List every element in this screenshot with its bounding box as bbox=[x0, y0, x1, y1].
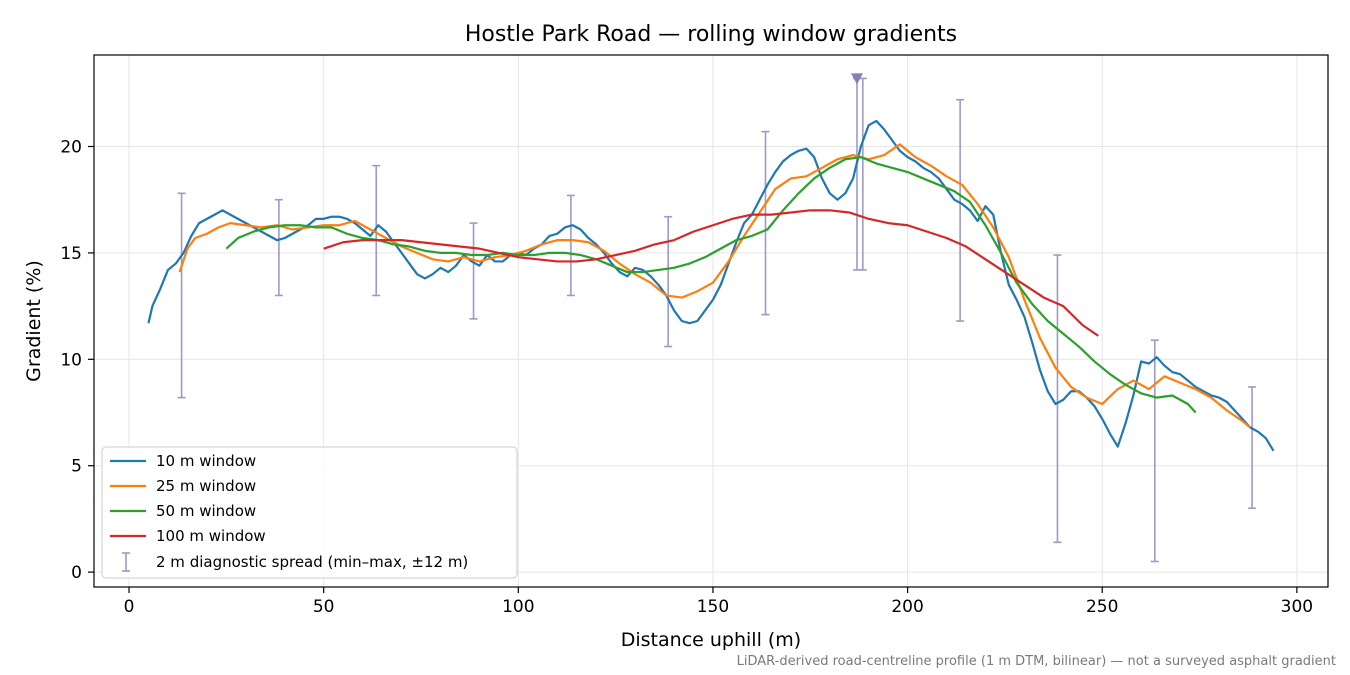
series-line bbox=[225, 156, 1197, 414]
legend-label-50m: 50 m window bbox=[156, 502, 256, 520]
series-line bbox=[323, 209, 1099, 337]
legend-label-spread: 2 m diagnostic spread (min–max, ±12 m) bbox=[156, 553, 468, 571]
legend-label-25m: 25 m window bbox=[156, 477, 256, 495]
spread-bar bbox=[274, 198, 283, 297]
peak-marker bbox=[850, 73, 863, 85]
spread-bar bbox=[177, 192, 186, 399]
spread-bar bbox=[761, 130, 770, 316]
spread-bar bbox=[1248, 386, 1257, 510]
spread-bar bbox=[566, 194, 575, 297]
series-lines bbox=[147, 119, 1275, 452]
plot-frame bbox=[93, 54, 1329, 588]
legend-swatch-spread bbox=[122, 552, 130, 572]
footnote: LiDAR-derived road-centreline profile (1… bbox=[737, 654, 1336, 669]
x-tick-label: 0 bbox=[124, 597, 135, 617]
x-tick-label: 150 bbox=[697, 597, 729, 617]
spread-bar bbox=[469, 222, 478, 320]
axis-ticks: 0 50 100 150 200 250 300 0 5 10 15 20 bbox=[60, 138, 1313, 617]
spread-bar bbox=[664, 215, 673, 348]
peak-marker-layer bbox=[850, 73, 863, 85]
y-tick-label: 0 bbox=[71, 563, 82, 583]
spread-bar bbox=[372, 164, 381, 297]
legend-label-10m: 10 m window bbox=[156, 452, 256, 470]
y-axis-title: Gradient (%) bbox=[23, 260, 45, 382]
x-tick-label: 100 bbox=[502, 597, 534, 617]
series-line bbox=[178, 143, 1251, 429]
y-tick-label: 15 bbox=[60, 244, 82, 264]
x-tick-label: 300 bbox=[1281, 597, 1313, 617]
x-tick-label: 50 bbox=[313, 597, 335, 617]
x-axis-title: Distance uphill (m) bbox=[621, 629, 801, 651]
y-tick-label: 5 bbox=[71, 457, 82, 477]
y-tick-label: 10 bbox=[60, 350, 82, 370]
y-tick-label: 20 bbox=[60, 138, 82, 158]
x-tick-label: 250 bbox=[1086, 597, 1118, 617]
spread-bar bbox=[1150, 339, 1159, 563]
legend-label-100m: 100 m window bbox=[156, 527, 266, 545]
spread-bar bbox=[956, 98, 965, 322]
legend: 10 m window 25 m window 50 m window 100 … bbox=[101, 446, 518, 579]
x-tick-label: 200 bbox=[891, 597, 923, 617]
chart-title: Hostle Park Road — rolling window gradie… bbox=[465, 22, 957, 47]
legend-box bbox=[101, 446, 518, 579]
